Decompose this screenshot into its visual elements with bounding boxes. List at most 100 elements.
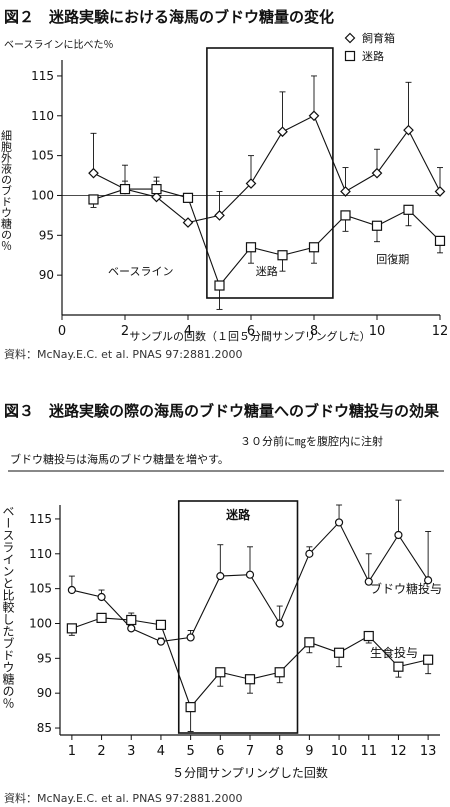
chart-1-xtick-label: 6 bbox=[247, 324, 255, 339]
chart-2-point-1-7 bbox=[274, 667, 285, 678]
chart-1-point-0-7 bbox=[308, 110, 320, 122]
chart-2-ytick-label: 110 bbox=[29, 547, 52, 561]
chart-1-xtick-label: 12 bbox=[432, 324, 449, 339]
chart-2-xtick-label: 1 bbox=[68, 744, 76, 759]
chart-2-point-0-2 bbox=[127, 624, 136, 633]
chart-1-point-0-10 bbox=[403, 124, 414, 136]
chart-1-point-0-4 bbox=[214, 210, 225, 221]
chart-1-ylabel-side: 細胞外液のブドウ糖の％ bbox=[0, 130, 13, 251]
chart-1-maze-period-box bbox=[206, 47, 334, 299]
chart-1-xtick-label: 2 bbox=[121, 324, 129, 339]
chart-2-point-1-8 bbox=[304, 637, 315, 648]
chart-2-point-0-7 bbox=[275, 619, 284, 628]
chart-2-point-1-0 bbox=[66, 623, 77, 634]
chart-2-ytick-label: 105 bbox=[29, 582, 52, 596]
chart-2-xlabel: ５分間サンプリングした回数 bbox=[172, 765, 328, 780]
chart-2-series-line-1 bbox=[71, 617, 429, 709]
chart-1-point-1-2 bbox=[151, 183, 162, 195]
chart-2-point-1-5 bbox=[215, 667, 226, 678]
chart-1-point-0-11 bbox=[434, 186, 446, 197]
chart-2-point-0-9 bbox=[334, 518, 344, 527]
chart-2-ytick-label: 115 bbox=[29, 512, 52, 526]
chart-1-xtick-label: 0 bbox=[58, 324, 66, 339]
chart-1-legend-label-0: 飼育箱 bbox=[362, 31, 395, 45]
chart-2-xtick-label: 7 bbox=[246, 744, 254, 759]
chart-2-point-1-9 bbox=[333, 647, 345, 658]
chart-2-xtick-label: 11 bbox=[360, 744, 377, 759]
chart-2-point-1-2 bbox=[126, 614, 137, 626]
chart-1-point-1-9 bbox=[371, 220, 383, 231]
chart-1-series-line-0 bbox=[93, 115, 441, 224]
chart-1-ylabel-top: ベースラインに比べた％ bbox=[4, 39, 114, 51]
chart-1-ytick-label: 100 bbox=[31, 188, 54, 202]
chart-2: ３０分前に㎎を腹腔内に注射 ブドウ糖投与は海馬のブドウ糖量を増やす。 ベースライ… bbox=[1, 434, 444, 780]
chart-2-point-0-8 bbox=[305, 549, 314, 558]
chart-1-point-1-8 bbox=[340, 210, 351, 221]
chart-1-point-0-3 bbox=[182, 217, 194, 228]
chart-1-point-0-2 bbox=[151, 191, 162, 203]
chart-1-annotation: 回復期 bbox=[376, 253, 409, 266]
chart-1: ベースラインに比べた％ 細胞外液のブドウ糖の％ サンプルの回数（１回５分間サンプ… bbox=[0, 31, 449, 343]
chart-2-subtitle: ブドウ糖投与は海馬のブドウ糖量を増やす。 bbox=[10, 452, 229, 466]
chart-2-ylabel: ベースラインと比較したブドウ糖の％ bbox=[1, 505, 15, 709]
chart-1-point-0-6 bbox=[277, 126, 288, 138]
chart-2-xtick-label: 2 bbox=[97, 744, 105, 759]
chart-2-point-1-3 bbox=[155, 619, 167, 630]
chart-2-ytick-label: 85 bbox=[37, 721, 52, 735]
chart-1-point-0-9 bbox=[371, 167, 383, 179]
chart-1-point-1-10 bbox=[403, 204, 414, 215]
chart-2-xtick-label: 5 bbox=[186, 744, 194, 759]
chart-2-xtick-label: 4 bbox=[157, 744, 165, 759]
chart-2-maze-period-label: 迷路 bbox=[225, 507, 251, 522]
chart-2-point-1-1 bbox=[96, 612, 107, 624]
chart-2-point-0-5 bbox=[216, 571, 225, 581]
chart-2-xtick-label: 9 bbox=[305, 744, 313, 759]
chart-2-xtick-label: 6 bbox=[216, 744, 224, 759]
chart-2-point-0-12 bbox=[424, 576, 433, 585]
chart-2-xtick-label: 3 bbox=[127, 744, 135, 759]
chart-1-point-1-4 bbox=[214, 280, 225, 291]
figure-1-source: 資料：McNay.E.C. et al. PNAS 97:2881.2000 bbox=[4, 348, 243, 361]
figure-2-title: 図３ 迷路実験の際の海馬のブドウ糖量へのブドウ糖投与の効果 bbox=[4, 402, 440, 420]
chart-2-ytick-label: 90 bbox=[37, 686, 52, 700]
chart-1-point-1-5 bbox=[245, 242, 257, 253]
chart-1-ytick-label: 95 bbox=[39, 228, 54, 242]
chart-1-annotation: 迷路 bbox=[256, 265, 278, 278]
chart-2-ytick-label: 95 bbox=[37, 651, 52, 665]
chart-2-xtick-label: 10 bbox=[331, 744, 348, 759]
chart-2-point-1-10 bbox=[363, 630, 374, 642]
chart-2-point-0-0 bbox=[67, 585, 76, 595]
chart-1-ytick-label: 110 bbox=[31, 109, 54, 123]
chart-1-point-0-0 bbox=[88, 167, 99, 179]
chart-2-point-0-1 bbox=[97, 592, 106, 602]
chart-2-xtick-label: 13 bbox=[420, 744, 437, 759]
chart-2-xtick-label: 12 bbox=[390, 744, 407, 759]
figure-2-source: 資料：McNay.E.C. et al. PNAS 97:2881.2000 bbox=[4, 792, 243, 805]
chart-2-point-1-12 bbox=[423, 654, 434, 665]
chart-1-point-1-11 bbox=[434, 235, 446, 246]
chart-1-xtick-label: 8 bbox=[310, 324, 318, 339]
chart-2-point-1-6 bbox=[244, 674, 256, 685]
chart-1-point-0-5 bbox=[245, 178, 257, 189]
chart-2-ytick-label: 100 bbox=[29, 616, 52, 630]
chart-2-point-0-11 bbox=[394, 530, 403, 540]
chart-2-note-top: ３０分前に㎎を腹腔内に注射 bbox=[240, 434, 383, 448]
chart-1-ytick-label: 90 bbox=[39, 268, 54, 282]
chart-2-maze-period-box bbox=[177, 500, 299, 734]
chart-1-point-1-3 bbox=[182, 192, 194, 203]
chart-1-point-1-7 bbox=[308, 242, 320, 253]
chart-1-xlabel: サンプルの回数（１回５分間サンプリングした） bbox=[129, 329, 370, 343]
chart-1-ytick-label: 105 bbox=[31, 149, 54, 163]
chart-2-point-1-11 bbox=[393, 661, 404, 672]
chart-1-point-0-8 bbox=[340, 186, 351, 197]
chart-2-series-label-0: ブドウ糖投与 bbox=[370, 581, 442, 596]
chart-1-series-line-1 bbox=[93, 188, 441, 287]
chart-2-point-0-6 bbox=[245, 570, 255, 579]
chart-1-annotation: ベースライン bbox=[108, 265, 173, 278]
chart-1-xtick-label: 4 bbox=[184, 324, 192, 339]
chart-1-point-1-6 bbox=[277, 250, 288, 261]
chart-1-ytick-label: 115 bbox=[31, 69, 54, 83]
chart-1-legend-label-1: 迷路 bbox=[362, 50, 384, 63]
chart-1-legend-marker-1 bbox=[344, 50, 356, 62]
